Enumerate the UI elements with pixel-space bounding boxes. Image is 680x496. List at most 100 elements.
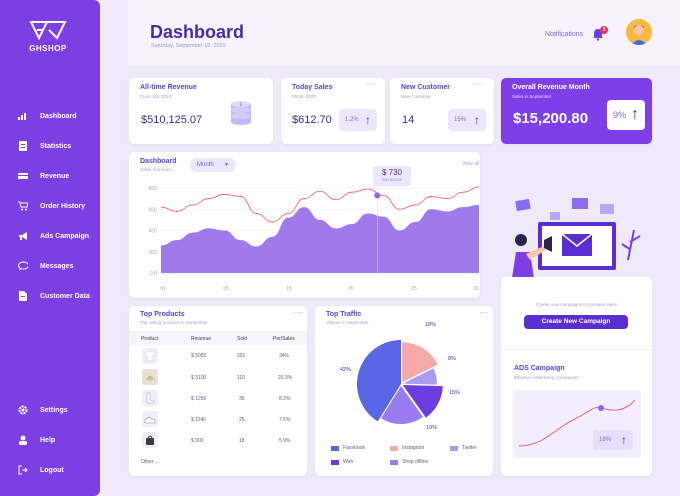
sidebar-item-label: Statistics [40,142,72,150]
pie-label: 18% [425,322,437,328]
coins-icon: $ [231,101,251,125]
sidebar-item-dashboard[interactable]: Dashboard [18,111,77,121]
sidebar-item-customer-data[interactable]: Customer Data [18,291,90,301]
arrow-up-icon: ↑ [365,113,371,127]
svg-text:$: $ [239,102,242,108]
pie-slice-instagram[interactable] [402,342,438,383]
help-icon [18,435,28,445]
card-subtitle: Visitors in September [326,320,369,325]
ads-campaign-chart: 18% ↑ [513,390,641,458]
all-time-revenue-card: All-time Revenue From July 2014 $510,125… [129,78,273,144]
legend-label: Instagram [402,445,425,451]
bar-chart-icon [18,111,28,121]
legend-label: Shop offline [402,459,429,465]
avatar[interactable] [626,19,652,45]
sidebar-item-order-history[interactable]: Order History [18,201,85,211]
sidebar-item-label: Order History [40,202,86,210]
top-bar [128,0,680,66]
other-products-link[interactable]: Other ... [141,459,160,465]
sold-cell: 18 [239,438,245,444]
ads-campaign-subtitle: Effective Advertising Campaigns [514,375,579,380]
per-sales-cell: 8.2% [279,396,291,402]
ads-line-chart [518,399,636,447]
sidebar-item-label: Help [40,436,56,444]
sidebar-item-revenue[interactable]: Revenue [18,171,69,181]
overall-revenue-card: Overall Revenue Month Sales in September… [501,78,652,144]
x-tick-label: 20 [348,286,354,292]
x-tick-label: 01 [160,286,166,292]
sidebar-item-help[interactable]: Help [18,435,55,445]
sidebar-item-logout[interactable]: Logout [18,465,64,475]
today-sales-pct: 1.2% [345,117,359,123]
x-tick-label: 25 [411,286,417,292]
card-subtitle: 09/19, 2020 [292,94,316,99]
period-dropdown-value: Month [197,162,214,168]
legend-label: Facebook [343,445,365,451]
sidebar-item-settings[interactable]: Settings [18,405,68,415]
notifications-link[interactable]: Notifications [545,31,584,38]
sidebar-item-ads-campaign[interactable]: Ads Campaign [18,231,89,241]
sidebar: GHSHOP Dashboard Statistics Revenue Orde… [0,0,100,496]
tooltip-date: 09/19/2020 [381,177,403,182]
pie-label: 19% [426,425,438,431]
pie-slice-facebook[interactable] [356,340,401,422]
sold-cell: 35 [239,396,245,402]
sidebar-item-label: Settings [40,406,68,414]
sidebar-item-messages[interactable]: Messages [18,261,73,271]
ads-campaign-change: 18% ↑ [593,430,633,450]
notification-badge: 3 [600,26,608,34]
legend-shop-offline: Shop offline [390,459,428,465]
period-dropdown[interactable]: Month ▼ [190,158,236,172]
view-all-link[interactable]: View all [462,161,480,167]
y-tick-label: 0.0 [150,271,157,277]
new-customer-card: New Customer New Customer ··· 14 15% ↑ [390,78,494,144]
sales-area-chart: 0.0 200 400 600 800 01 05 15 20 25 30 [149,186,480,292]
create-new-campaign-button[interactable]: Create New Campaign [524,315,628,329]
x-tick-label: 30 [473,286,479,292]
legend-swatch [331,459,339,465]
document-icon [18,291,28,301]
more-options-icon[interactable]: ··· [293,308,303,317]
logout-icon [18,465,28,475]
card-title: Top Traffic [326,311,362,318]
pie-slice-twitter[interactable] [402,368,437,385]
table-header: Product Revenue Sold Per/Sales [129,331,307,345]
sidebar-item-label: Revenue [40,172,70,180]
card-title: Today Sales [292,84,333,91]
today-sales-card: Today Sales 09/19, 2020 ··· $612.70 1.2%… [281,78,385,144]
tooltip-value: $ 730 [381,168,403,177]
new-customer-change: 15% ↑ [448,109,486,131]
new-customer-value: 14 [402,114,415,126]
chart-tooltip: $ 730 09/19/2020 [373,166,411,186]
sales-area-series [161,205,479,273]
pie-slice-web[interactable] [402,384,443,418]
card-title: Top Products [140,311,185,318]
cart-icon [18,201,28,211]
legend-swatch [390,459,398,465]
revenue-icon [18,171,28,181]
more-options-icon[interactable]: ··· [479,308,489,317]
pie-slice-shop-offline[interactable] [381,385,424,424]
sales-summary-card: Dashboard Sales Summary Month ▼ View all… [129,152,480,298]
per-sales-cell: 34% [279,353,290,359]
sidebar-item-statistics[interactable]: Statistics [18,141,71,151]
chevron-down-icon: ▼ [224,162,229,168]
shoe-icon [142,390,158,406]
revenue-cell: $ 1140 [191,417,206,423]
legend-swatch [450,445,458,451]
y-tick-label: 400 [149,229,158,235]
sold-cell: 110 [237,375,245,381]
top-traffic-card: Top Traffic Visitors in September ··· 18… [315,306,493,476]
more-options-icon[interactable]: ··· [474,80,484,89]
legend-facebook: Facebook [331,445,365,451]
more-options-icon[interactable]: ··· [365,80,375,89]
legend-swatch [390,445,398,451]
legend-twitter: Twitter [450,445,477,451]
logo[interactable]: GHSHOP [22,20,74,53]
sidebar-item-label: Dashboard [40,112,77,120]
overall-revenue-value: $15,200.80 [513,110,589,127]
column-header: Revenue [191,336,212,342]
bag-icon [142,432,158,448]
arrow-up-icon: ↑ [631,106,639,123]
highlight-point[interactable] [374,192,381,199]
